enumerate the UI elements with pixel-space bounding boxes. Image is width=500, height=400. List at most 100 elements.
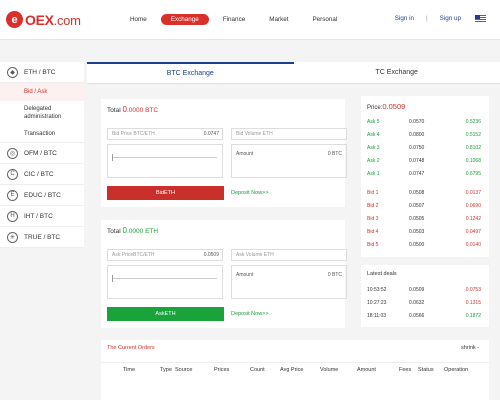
ask-volume: 0.5152 bbox=[465, 132, 481, 138]
col-time: Time bbox=[123, 367, 136, 373]
deal-volume: 0.1315 bbox=[465, 300, 481, 306]
ask-deposit-link[interactable]: Deposit Now>> bbox=[231, 311, 269, 317]
shrink-toggle[interactable]: shrink - bbox=[460, 345, 479, 351]
nav-personal[interactable]: Personal bbox=[312, 16, 338, 23]
tab-tc-exchange[interactable]: TC Exchange bbox=[375, 69, 418, 76]
sidebar-pair-iht-btc[interactable]: H IHT / BTC bbox=[0, 206, 84, 227]
slider-handle[interactable] bbox=[112, 275, 113, 282]
tab-btc-exchange[interactable]: BTC Exchange bbox=[87, 62, 294, 83]
bid-row[interactable]: Bid 2 0.0507 0.0690 bbox=[367, 200, 481, 212]
bid-total-value: 0 bbox=[122, 105, 127, 114]
bid-volume-input[interactable]: Bid Volume ETH bbox=[231, 128, 347, 140]
sidebar-pair-true-btc[interactable]: ✳ TRUE / BTC bbox=[0, 227, 84, 248]
ethereum-icon: ◆ bbox=[7, 66, 18, 78]
ask-volume-slider[interactable] bbox=[107, 265, 223, 299]
sidebar-item-bid-ask[interactable]: Bid / Ask bbox=[0, 83, 84, 101]
bid-row[interactable]: Bid 4 0.0503 0.0497 bbox=[367, 226, 481, 238]
col-operation: Operation bbox=[444, 367, 469, 373]
bid-deposit-link[interactable]: Deposit Now>> bbox=[231, 190, 269, 196]
current-orders: The Current Orders shrink - Time Type So… bbox=[101, 340, 489, 400]
ask-price-placeholder: Ask PriceBTC/ETH bbox=[112, 252, 155, 258]
ask-total-decimals: .0000 bbox=[127, 228, 144, 235]
ask-amount-box: Amount 0 BTC bbox=[231, 265, 347, 299]
bid-label: Bid 5 bbox=[367, 242, 379, 248]
bid-label: Bid 3 bbox=[367, 216, 379, 222]
sidebar-item-transaction[interactable]: Transaction bbox=[0, 125, 84, 143]
orders-title: The Current Orders bbox=[107, 345, 155, 351]
bid-label: Bid 4 bbox=[367, 229, 379, 235]
deal-price: 0.0632 bbox=[409, 300, 425, 306]
ask-label: Ask 3 bbox=[367, 145, 380, 151]
ask-row[interactable]: Ask 3 0.0750 0.8102 bbox=[367, 142, 481, 154]
sidebar-pair-ofm-btc[interactable]: ◎ OFM / BTC bbox=[0, 143, 84, 164]
ask-row[interactable]: Ask 2 0.0748 0.1068 bbox=[367, 155, 481, 167]
sidebar-item-delegated-administration[interactable]: Delegated administration bbox=[24, 106, 62, 120]
bid-row[interactable]: Bid 3 0.0505 0.1242 bbox=[367, 213, 481, 225]
col-count: Count bbox=[250, 367, 265, 373]
amount-label: Amount bbox=[236, 272, 254, 278]
ask-row[interactable]: Ask 4 0.0800 0.5152 bbox=[367, 129, 481, 141]
total-label: Total bbox=[107, 107, 121, 114]
ask-label: Ask 4 bbox=[367, 132, 380, 138]
sign-in-link[interactable]: Sign in bbox=[394, 15, 414, 22]
bid-eth-button[interactable]: BidETH bbox=[107, 186, 224, 200]
slider-track bbox=[113, 278, 217, 279]
deal-time: 10:27:23 bbox=[367, 300, 387, 306]
deal-time: 18:11:03 bbox=[367, 313, 387, 319]
bid-price: 0.0508 bbox=[409, 190, 425, 196]
ask-volume: 0.8102 bbox=[465, 145, 481, 151]
ask-row[interactable]: Ask 1 0.0747 0.6795 bbox=[367, 168, 481, 180]
ask-price: 0.0748 bbox=[409, 158, 425, 164]
ask-total: Total 0.0000 ETH bbox=[107, 226, 158, 235]
order-book: Price:0.0509 Ask 5 0.0570 0.5236 Ask 4 0.08… bbox=[361, 96, 489, 257]
ask-volume: 0.6795 bbox=[465, 171, 481, 177]
ask-volume-input[interactable]: Ask Volume ETH bbox=[231, 249, 347, 261]
pair-label: EDUC / BTC bbox=[24, 191, 61, 199]
col-type: Type bbox=[160, 367, 172, 373]
educ-coin-icon: E bbox=[7, 189, 18, 201]
ask-volume: 0.1068 bbox=[465, 158, 481, 164]
pair-label: IHT / BTC bbox=[24, 212, 53, 220]
oex-logo[interactable]: e OEX.com bbox=[6, 11, 81, 28]
amount-label: Amount bbox=[236, 151, 254, 157]
bid-price-placeholder: Bid Price BTC/ETH bbox=[112, 131, 155, 137]
sidebar-pair-educ-btc[interactable]: E EDUC / BTC bbox=[0, 185, 84, 206]
sign-up-link[interactable]: Sign up bbox=[439, 15, 461, 22]
bid-row[interactable]: Bid 5 0.0500 0.0140 bbox=[367, 239, 481, 251]
logo-suffix: .com bbox=[53, 12, 81, 28]
pair-label: CIC / BTC bbox=[24, 170, 54, 178]
slider-track bbox=[113, 157, 217, 158]
ask-label: Ask 2 bbox=[367, 158, 380, 164]
bid-volume-slider[interactable] bbox=[107, 144, 223, 178]
account-links: Sign in | Sign up bbox=[395, 15, 486, 22]
ask-eth-button[interactable]: AskETH bbox=[107, 307, 224, 321]
ask-total-value: 0 bbox=[122, 226, 127, 235]
pair-sidebar: ◆ ETH / BTC Bid / Ask Delegated administ… bbox=[0, 62, 84, 248]
bid-price: 0.0500 bbox=[409, 242, 425, 248]
bid-price-input[interactable]: Bid Price BTC/ETH 0.0747 bbox=[107, 128, 223, 140]
sidebar-pair-cic-btc[interactable]: C CIC / BTC bbox=[0, 164, 84, 185]
nav-finance[interactable]: Finance bbox=[222, 16, 246, 23]
amount-value: 0 BTC bbox=[327, 151, 342, 157]
ask-price: 0.0570 bbox=[409, 119, 425, 125]
nav-market[interactable]: Market bbox=[269, 16, 289, 23]
ask-label: Ask 5 bbox=[367, 119, 380, 125]
current-price: Price:0.0509 bbox=[367, 102, 405, 111]
nav-home[interactable]: Home bbox=[130, 16, 147, 23]
main-nav: Home Exchange Finance Market Personal bbox=[120, 14, 351, 25]
deal-volume: 0.0753 bbox=[465, 287, 481, 293]
ask-price: 0.0800 bbox=[409, 132, 425, 138]
col-amount: Amount bbox=[357, 367, 376, 373]
ask-row[interactable]: Ask 5 0.0570 0.5236 bbox=[367, 116, 481, 128]
bid-label: Bid 1 bbox=[367, 190, 379, 196]
logo-mark-icon: e bbox=[6, 11, 23, 28]
nav-exchange[interactable]: Exchange bbox=[160, 14, 209, 25]
ask-price-input[interactable]: Ask PriceBTC/ETH 0.0509 bbox=[107, 249, 223, 261]
bid-total-unit: BTC bbox=[145, 107, 159, 114]
bid-panel: Total 0.0000 BTC Bid Price BTC/ETH 0.074… bbox=[101, 99, 347, 207]
sidebar-pair-eth-btc[interactable]: ◆ ETH / BTC bbox=[0, 62, 84, 83]
slider-handle[interactable] bbox=[112, 154, 113, 161]
us-flag-icon[interactable] bbox=[475, 15, 486, 22]
bid-row[interactable]: Bid 1 0.0508 0.0137 bbox=[367, 187, 481, 199]
bid-price: 0.0503 bbox=[409, 229, 425, 235]
